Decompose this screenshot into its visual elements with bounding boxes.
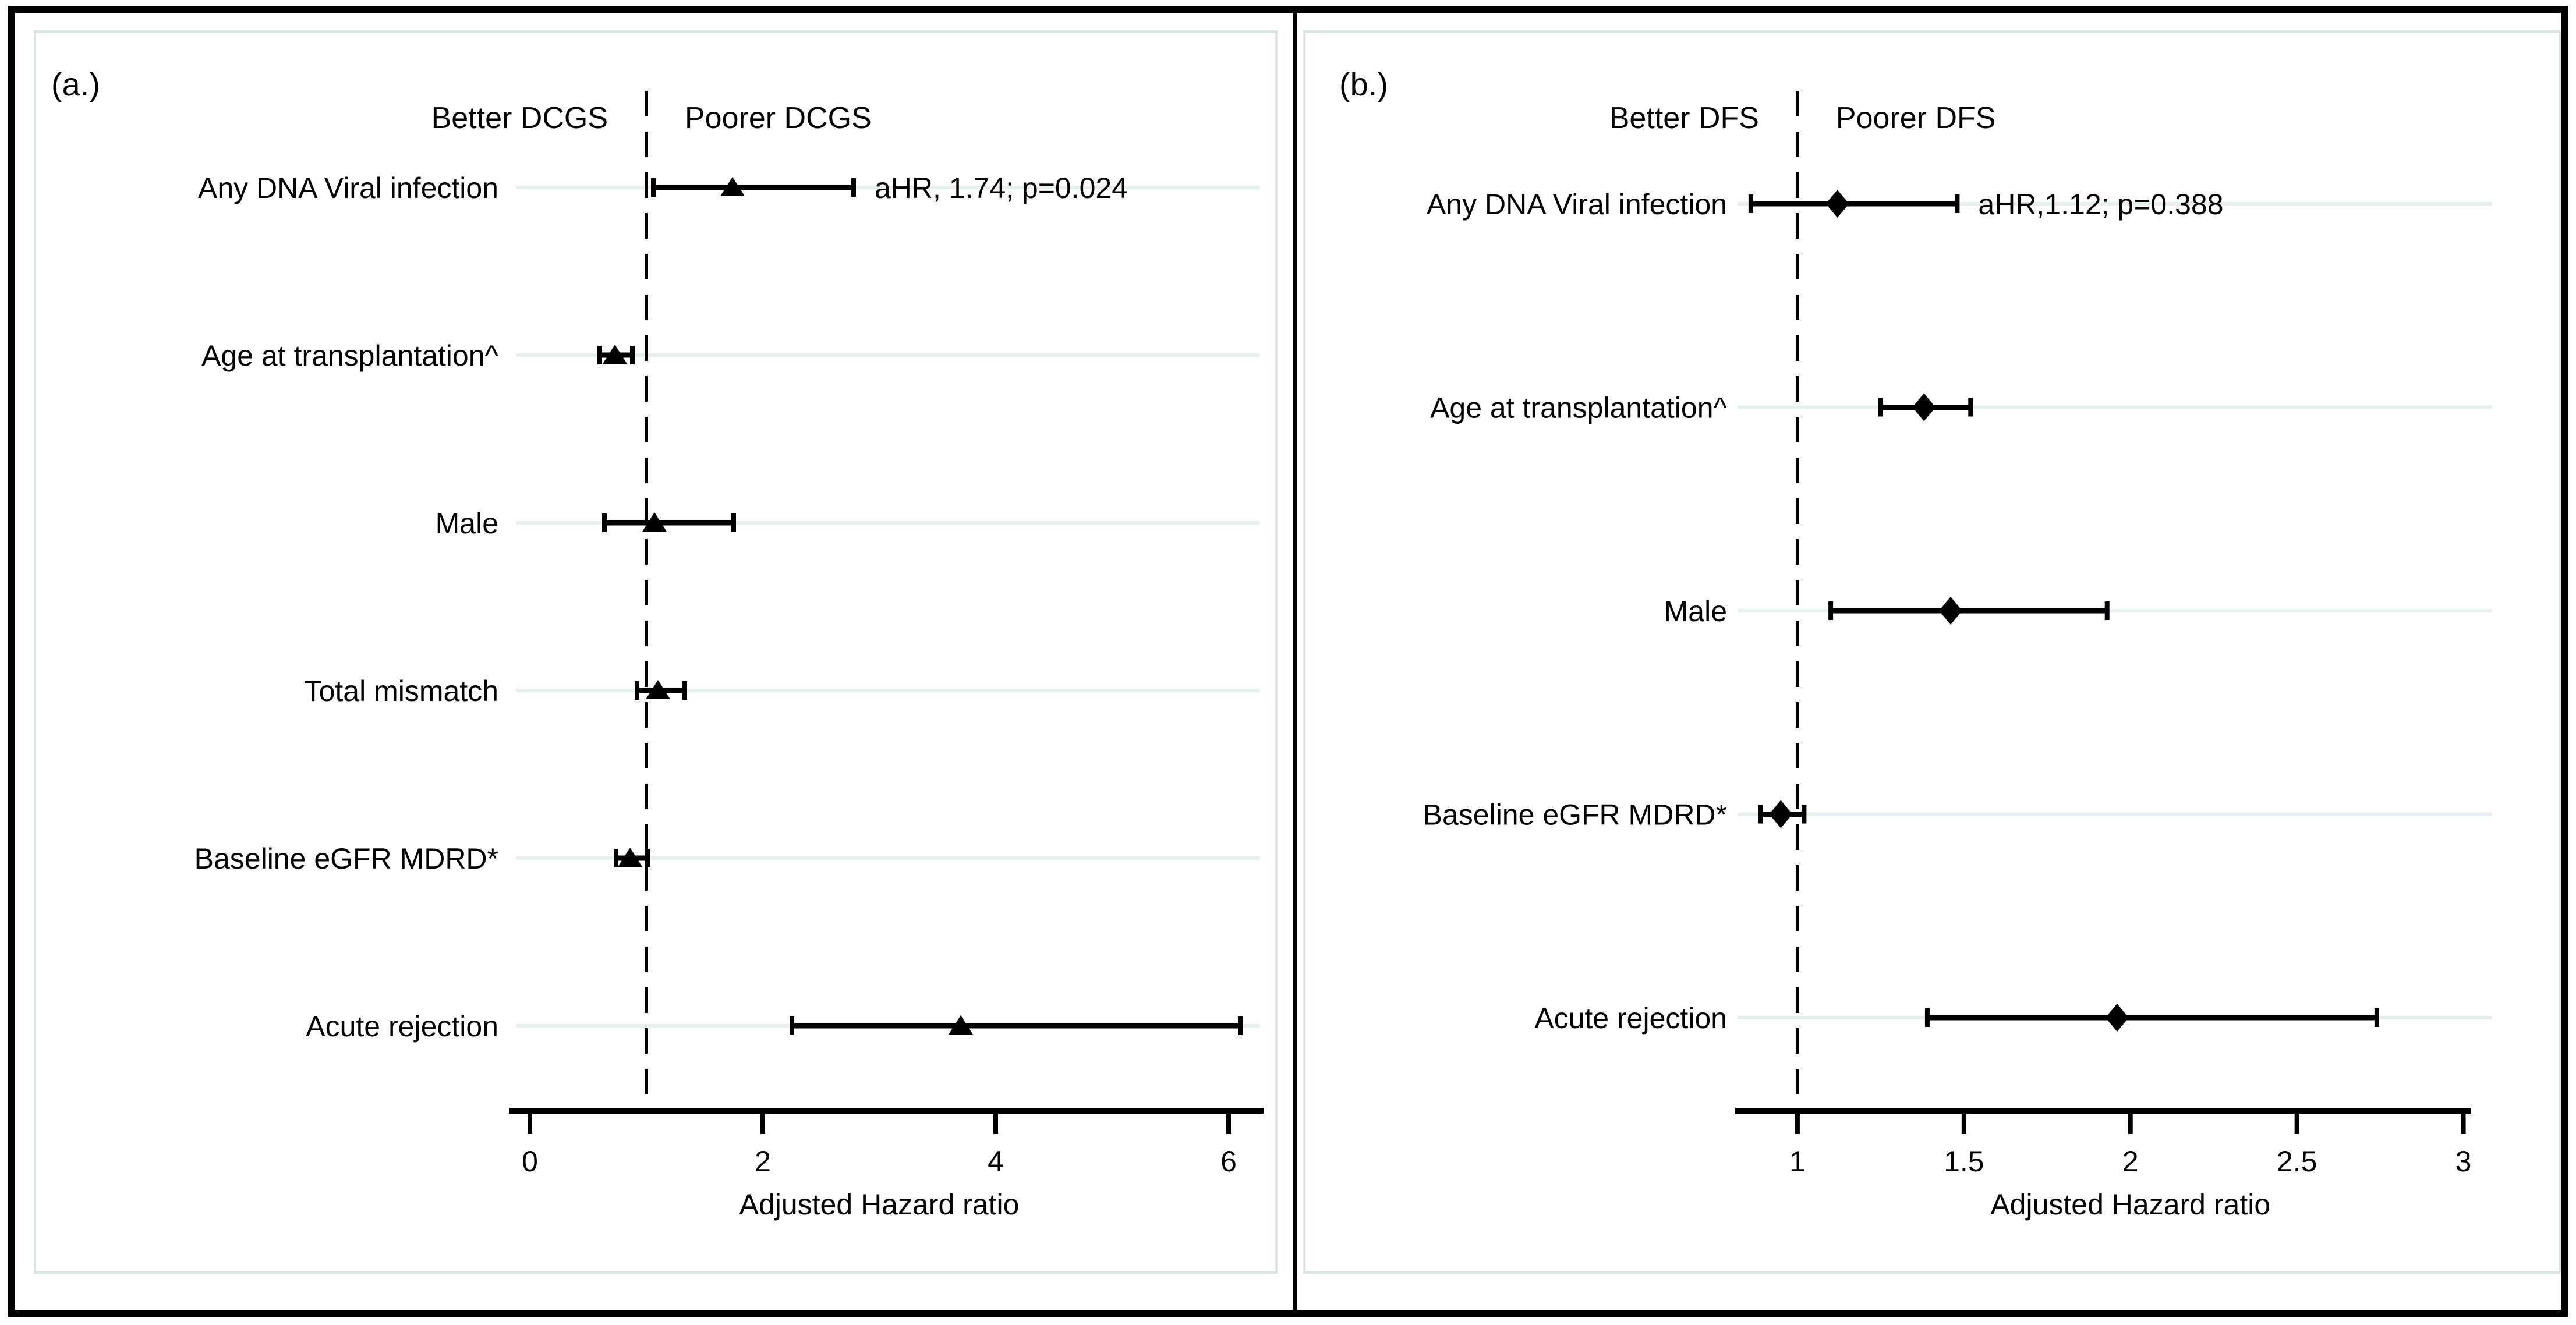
hr-marker-triangle — [646, 680, 670, 699]
forest-row: Any DNA Viral infection aHR,1.12; p=0.388 — [1427, 188, 2224, 221]
hr-marker-triangle — [642, 512, 667, 532]
x-axis-tick-label: 2.5 — [2277, 1145, 2317, 1178]
hr-marker-diamond — [1769, 800, 1793, 828]
direction-label-right: Poorer DCGS — [685, 101, 872, 135]
row-label: Acute rejection — [1534, 1002, 1727, 1035]
x-axis-tick-label: 2 — [755, 1145, 771, 1178]
panel-dcgs: (a.) Better DCGS Poorer DCGS Any DNA Viral … — [34, 30, 1278, 1274]
row-label: Baseline eGFR MDRD* — [194, 842, 498, 875]
x-axis-title: Adjusted Hazard ratio — [1990, 1188, 2270, 1221]
forest-row: Any DNA Viral infection aHR, 1.74; p=0.02… — [198, 172, 1128, 204]
row-label: Any DNA Viral infection — [1427, 188, 1727, 221]
forest-row: Age at transplantation^ — [201, 339, 635, 372]
hr-annotation: aHR,1.12; p=0.388 — [1978, 188, 2223, 221]
direction-label-right: Poorer DFS — [1836, 101, 1996, 135]
hr-marker-diamond — [2105, 1004, 2129, 1032]
panel-label: (b.) — [1339, 66, 1388, 102]
hr-marker-diamond — [1938, 597, 1962, 625]
x-axis-tick-label: 6 — [1220, 1145, 1237, 1178]
hr-marker-triangle — [720, 177, 745, 196]
forest-row: Male — [1664, 595, 2110, 628]
x-axis-tick-label: 4 — [988, 1145, 1004, 1178]
row-label: Male — [1664, 595, 1727, 628]
hr-marker-diamond — [1825, 190, 1849, 218]
forest-row: Baseline eGFR MDRD* — [1423, 799, 1807, 831]
hr-annotation: aHR, 1.74; p=0.024 — [875, 172, 1128, 204]
forest-row: Acute rejection — [1534, 1002, 2379, 1035]
x-axis-tick-label: 1.5 — [1944, 1145, 1984, 1178]
row-label: Total mismatch — [305, 675, 498, 707]
forest-row: Total mismatch — [305, 675, 687, 707]
direction-label-left: Better DFS — [1609, 101, 1759, 135]
hr-marker-triangle — [603, 345, 627, 364]
row-label: Acute rejection — [306, 1010, 498, 1043]
hr-marker-triangle — [618, 848, 642, 867]
x-axis-tick-label: 1 — [1789, 1145, 1806, 1178]
direction-label-left: Better DCGS — [431, 101, 608, 135]
forest-row: Acute rejection — [306, 1010, 1243, 1043]
forest-row: Age at transplantation^ — [1430, 392, 1973, 424]
row-label: Any DNA Viral infection — [198, 172, 498, 204]
forest-row: Baseline eGFR MDRD* — [194, 842, 650, 875]
panel-inner-border — [34, 30, 1278, 1274]
figure-border — [8, 6, 2568, 1317]
x-axis-tick-label: 3 — [2455, 1145, 2472, 1178]
row-label: Baseline eGFR MDRD* — [1423, 799, 1727, 831]
x-axis-tick-label: 2 — [2122, 1145, 2139, 1178]
hr-marker-triangle — [949, 1015, 973, 1035]
x-axis-tick-label: 0 — [522, 1145, 538, 1178]
forest-row: Male — [436, 507, 736, 540]
row-label: Age at transplantation^ — [201, 339, 498, 372]
row-label: Age at transplantation^ — [1430, 392, 1727, 424]
x-axis-title: Adjusted Hazard ratio — [739, 1188, 1020, 1221]
hr-marker-diamond — [1912, 393, 1936, 421]
panel-inner-border — [1303, 30, 2561, 1274]
row-label: Male — [436, 507, 498, 540]
panel-dfs: (b.) Better DFS Poorer DFS Any DNA Viral in… — [1303, 30, 2561, 1274]
panel-label: (a.) — [51, 66, 100, 102]
